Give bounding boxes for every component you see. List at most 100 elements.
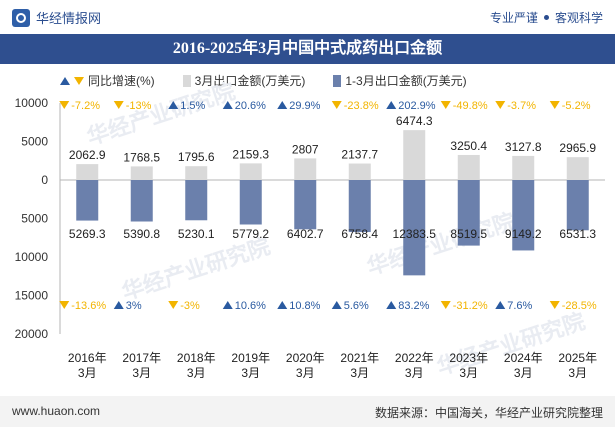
cumulative-value-label: 5390.8 <box>123 227 160 241</box>
brand-name: 华经情报网 <box>36 11 102 26</box>
cumulative-growth-label: -28.5% <box>562 300 597 312</box>
watermark: 华经产业研究院 <box>84 78 238 149</box>
march-growth-label: -23.8% <box>344 100 379 112</box>
triangle-down-icon <box>74 76 84 85</box>
x-tick-label: 3月 <box>296 366 315 380</box>
tagline: 专业严谨 客观科学 <box>490 9 603 26</box>
cumulative-bar <box>403 180 426 276</box>
x-tick-label: 2023年 <box>449 351 488 365</box>
x-tick-label: 3月 <box>187 366 206 380</box>
cumulative-bar <box>185 180 208 221</box>
march-growth-label: -13% <box>126 100 152 112</box>
cumulative-value-label: 5269.3 <box>69 227 106 241</box>
cumulative-bar <box>239 180 262 225</box>
cumulative-value-label: 6402.7 <box>287 227 324 241</box>
cumulative-growth-label: 83.2% <box>398 300 429 312</box>
bullet-icon <box>543 15 549 20</box>
cumulative-bar <box>457 180 480 246</box>
cumulative-growth-arrow-icon <box>495 301 506 309</box>
march-growth-label: -5.2% <box>562 100 591 112</box>
legend-march-label: 3月出口金额(万美元) <box>194 74 306 88</box>
x-tick-label: 3月 <box>514 366 533 380</box>
march-bar <box>185 166 208 180</box>
march-growth-label: -7.2% <box>71 100 100 112</box>
y-tick-label: 5000 <box>21 212 48 226</box>
y-tick-label: 15000 <box>15 289 49 303</box>
x-tick-label: 3月 <box>459 366 478 380</box>
cumulative-growth-arrow-icon <box>386 301 397 309</box>
march-value-label: 2807 <box>292 142 319 156</box>
march-value-label: 1768.5 <box>123 150 160 164</box>
cumulative-growth-arrow-icon <box>168 301 179 309</box>
march-bar <box>76 164 99 180</box>
march-value-label: 6474.3 <box>396 114 433 128</box>
cumulative-value-label: 6758.4 <box>341 227 378 241</box>
march-bar <box>403 130 426 180</box>
march-bar <box>512 155 535 180</box>
march-growth-label: 202.9% <box>398 100 436 112</box>
cumulative-growth-label: 10.6% <box>235 300 266 312</box>
march-growth-arrow-icon <box>277 101 288 109</box>
x-tick-label: 3月 <box>405 366 424 380</box>
march-growth-label: 1.5% <box>180 100 205 112</box>
footer-source: 数据来源：中国海关，华经产业研究院整理 <box>374 406 603 420</box>
march-growth-label: 20.6% <box>235 100 266 112</box>
chart-area: 华经产业研究院华经产业研究院华经产业研究院华经产业研究院100005000050… <box>15 78 605 380</box>
y-tick-label: 20000 <box>15 327 49 341</box>
cumulative-growth-label: 7.6% <box>507 300 532 312</box>
march-value-label: 3250.4 <box>450 139 487 153</box>
legend-growth-label: 同比增速(%) <box>88 74 155 88</box>
march-bar <box>566 157 589 180</box>
march-growth-arrow-icon <box>113 101 124 109</box>
legend: 同比增速(%) 3月出口金额(万美元) 1-3月出口金额(万美元) <box>60 72 489 89</box>
brand[interactable]: 华经情报网 <box>12 8 101 27</box>
x-tick-label: 2016年 <box>68 351 107 365</box>
y-tick-label: 5000 <box>21 135 48 149</box>
march-growth-label: 29.9% <box>289 100 320 112</box>
march-growth-arrow-icon <box>168 101 179 109</box>
tagline-left: 专业严谨 <box>489 11 538 25</box>
march-value-label: 2159.3 <box>232 147 269 161</box>
march-bar <box>239 163 262 180</box>
legend-swatch-cumulative <box>333 74 342 87</box>
x-tick-label: 2025年 <box>558 351 597 365</box>
march-value-label: 2137.7 <box>341 148 378 162</box>
x-tick-label: 3月 <box>132 366 151 380</box>
cumulative-bar <box>294 180 317 230</box>
march-bar <box>348 163 371 180</box>
chart-title: 2016-2025年3月中国中式成药出口金额 <box>0 34 615 64</box>
x-tick-label: 2024年 <box>504 351 543 365</box>
cumulative-growth-label: 10.8% <box>289 300 320 312</box>
cumulative-value-label: 8519.5 <box>450 227 487 241</box>
cumulative-value-label: 5230.1 <box>178 227 215 241</box>
x-tick-label: 2019年 <box>231 351 270 365</box>
y-tick-label: 10000 <box>15 250 49 264</box>
legend-growth: 同比增速(%) <box>60 72 155 89</box>
march-value-label: 2965.9 <box>559 141 596 155</box>
cumulative-growth-arrow-icon <box>277 301 288 309</box>
cumulative-bar <box>76 180 99 221</box>
march-growth-arrow-icon <box>222 101 233 109</box>
legend-cumulative-label: 1-3月出口金额(万美元) <box>345 74 467 88</box>
y-tick-label: 10000 <box>15 96 49 110</box>
x-tick-label: 2022年 <box>395 351 434 365</box>
cumulative-bar <box>566 180 589 231</box>
x-tick-label: 2020年 <box>286 351 325 365</box>
cumulative-growth-label: -3% <box>180 300 200 312</box>
cumulative-growth-arrow-icon <box>113 301 124 309</box>
cumulative-value-label: 6531.3 <box>559 227 596 241</box>
cumulative-bar <box>348 180 371 233</box>
footer-website[interactable]: www.huaon.com <box>12 404 101 418</box>
legend-march: 3月出口金额(万美元) <box>182 72 306 89</box>
x-tick-label: 3月 <box>78 366 97 380</box>
march-growth-arrow-icon <box>549 101 560 109</box>
cumulative-growth-arrow-icon <box>222 301 233 309</box>
x-tick-label: 3月 <box>568 366 587 380</box>
watermark: 华经产业研究院 <box>364 208 518 279</box>
march-growth-arrow-icon <box>386 101 397 109</box>
x-tick-label: 2021年 <box>340 351 379 365</box>
legend-swatch-march <box>182 74 191 87</box>
legend-cumulative: 1-3月出口金额(万美元) <box>333 72 467 89</box>
x-tick-label: 3月 <box>241 366 260 380</box>
cumulative-bar <box>130 180 153 222</box>
